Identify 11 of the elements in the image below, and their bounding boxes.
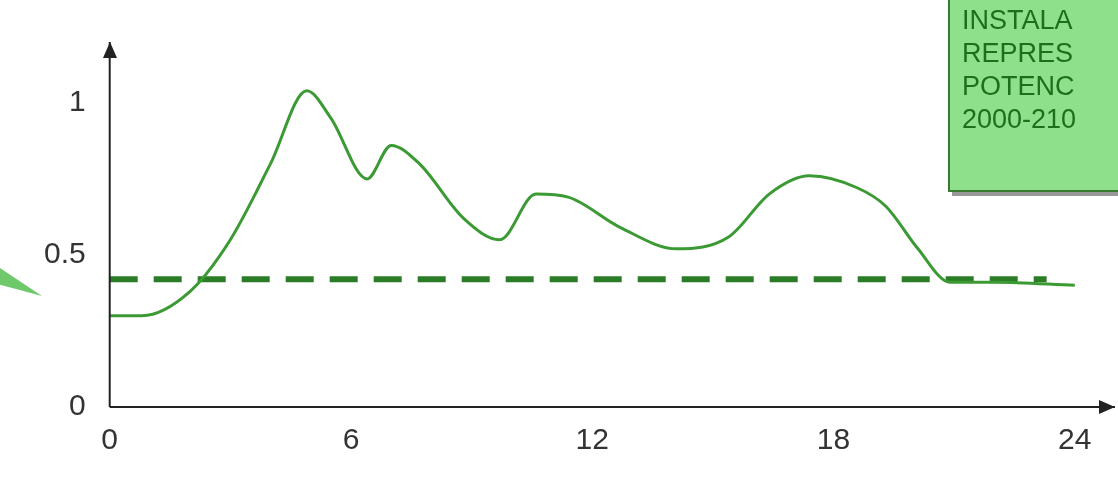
x-tick-label: 12 bbox=[575, 422, 609, 456]
y-tick-label: 1 bbox=[69, 84, 86, 118]
y-tick-label: 0 bbox=[69, 388, 86, 422]
x-tick-label: 24 bbox=[1058, 422, 1092, 456]
annotation: POTENC bbox=[962, 70, 1076, 103]
annotation: REPRES bbox=[962, 37, 1075, 70]
annotation: 2000-210 bbox=[962, 103, 1078, 136]
y-tick-label: 0.5 bbox=[43, 236, 86, 270]
x-tick-label: 0 bbox=[101, 422, 119, 456]
x-tick-label: 18 bbox=[816, 422, 851, 456]
x-tick-label: 6 bbox=[342, 422, 360, 456]
